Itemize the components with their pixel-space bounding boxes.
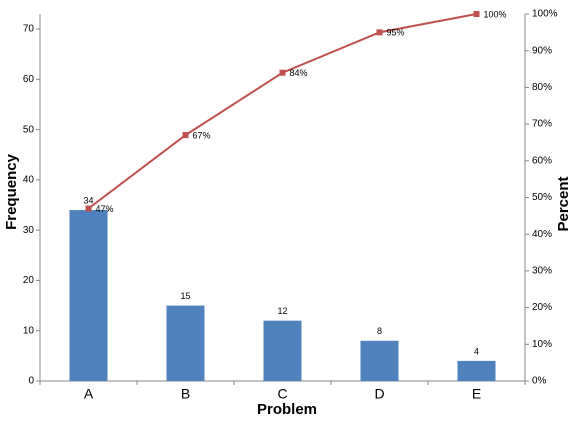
y-tick-label: 0 — [28, 376, 34, 387]
y-tick-label: 50 — [23, 124, 35, 135]
bar — [457, 360, 496, 381]
y-tick-label: 10 — [23, 325, 35, 336]
x-tick-label: D — [374, 386, 384, 402]
bar-value-label: 4 — [474, 346, 479, 356]
y2-tick-label: 60% — [532, 155, 552, 166]
y-tick-label: 70 — [23, 24, 35, 35]
bar — [360, 340, 399, 381]
y2-tick-label: 30% — [532, 266, 552, 277]
y2-tick-label: 80% — [532, 82, 552, 93]
bar-value-label: 34 — [83, 195, 93, 205]
x-tick-label: B — [181, 386, 190, 402]
y2-tick-label: 0% — [532, 376, 547, 387]
x-tick-label: A — [84, 386, 94, 402]
y2-tick-label: 90% — [532, 45, 552, 56]
y-tick-label: 20 — [23, 275, 35, 286]
bar-value-label: 12 — [277, 306, 287, 316]
line-marker — [473, 11, 480, 17]
bar-value-label: 8 — [377, 326, 382, 336]
y-tick-label: 40 — [23, 175, 35, 186]
line-marker — [279, 69, 286, 76]
bar — [263, 320, 302, 381]
line-value-label: 47% — [96, 204, 114, 214]
line-value-label: 100% — [484, 9, 507, 19]
y2-tick-label: 50% — [532, 192, 552, 203]
line-value-label: 95% — [387, 28, 405, 38]
y2-axis-title: Percent — [555, 176, 572, 231]
line — [87, 13, 477, 210]
y2-tick-label: 40% — [532, 229, 552, 240]
bar — [69, 210, 108, 381]
bar-value-label: 15 — [180, 291, 190, 301]
y2-tick-label: 20% — [532, 302, 552, 313]
line-value-label: 67% — [193, 130, 211, 140]
bar — [166, 305, 205, 381]
y-axis-title: Frequency — [3, 153, 20, 230]
line-marker — [85, 205, 92, 212]
x-tick-label: C — [277, 386, 287, 402]
line-marker — [376, 29, 383, 36]
y2-tick-label: 100% — [532, 9, 558, 20]
y2-tick-label: 70% — [532, 119, 552, 130]
y-tick-label: 60 — [23, 74, 35, 85]
y2-tick-label: 10% — [532, 339, 552, 350]
y-tick-label: 30 — [23, 225, 35, 236]
line-value-label: 84% — [290, 68, 308, 78]
x-tick-label: E — [472, 386, 481, 402]
line-marker — [182, 132, 189, 139]
x-axis-title: Problem — [257, 401, 317, 418]
